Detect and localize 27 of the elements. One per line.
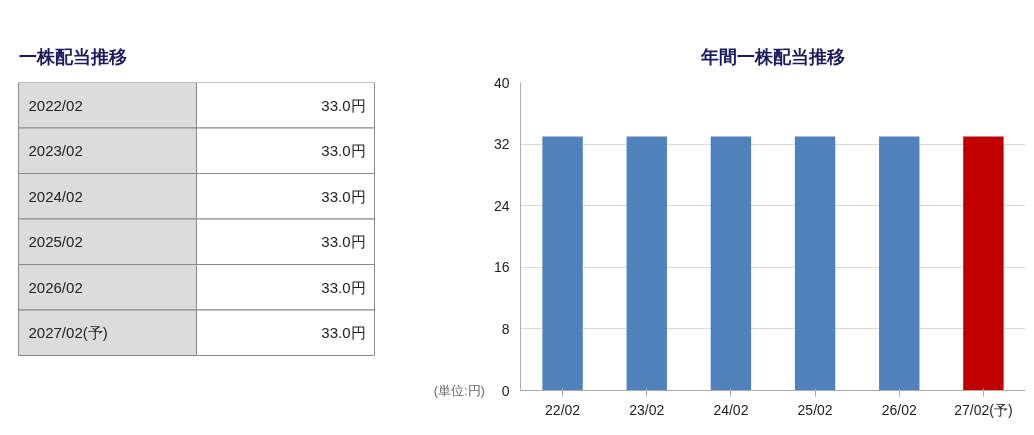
x-tick-label: 25/02: [797, 401, 833, 418]
text: 2027/02(予): [28, 324, 108, 342]
text: 33.0円: [321, 324, 366, 342]
x-tick-label: 23/02: [629, 401, 665, 418]
chart-title: 年間一株配当推移: [700, 46, 845, 67]
y-tick-label: 8: [501, 320, 510, 337]
text: 33.0円: [321, 233, 366, 251]
text: 33.0円: [321, 96, 366, 114]
text: 33.0円: [321, 142, 366, 160]
text: 2022/02: [28, 96, 83, 114]
text: 2024/02: [28, 187, 83, 205]
y-tick-label: 24: [493, 197, 510, 214]
y-tick-label: 16: [493, 259, 510, 276]
y-tick-label: 40: [493, 74, 510, 91]
text: (単位:円): [433, 383, 485, 398]
x-tick-label: 27/02(予): [954, 401, 1013, 418]
x-tick-label: 22/02: [545, 401, 581, 418]
text: 33.0円: [321, 187, 366, 205]
text: 2025/02: [28, 233, 83, 251]
x-tick-label: 24/02: [713, 401, 749, 418]
y-tick-label: 32: [493, 136, 510, 153]
x-tick-label: 26/02: [881, 401, 917, 418]
text: 2023/02: [28, 142, 83, 160]
text: 33.0円: [321, 278, 366, 296]
text: 2026/02: [28, 278, 83, 296]
y-tick-label: 0: [501, 382, 510, 399]
text: 一株配当推移: [18, 46, 127, 67]
